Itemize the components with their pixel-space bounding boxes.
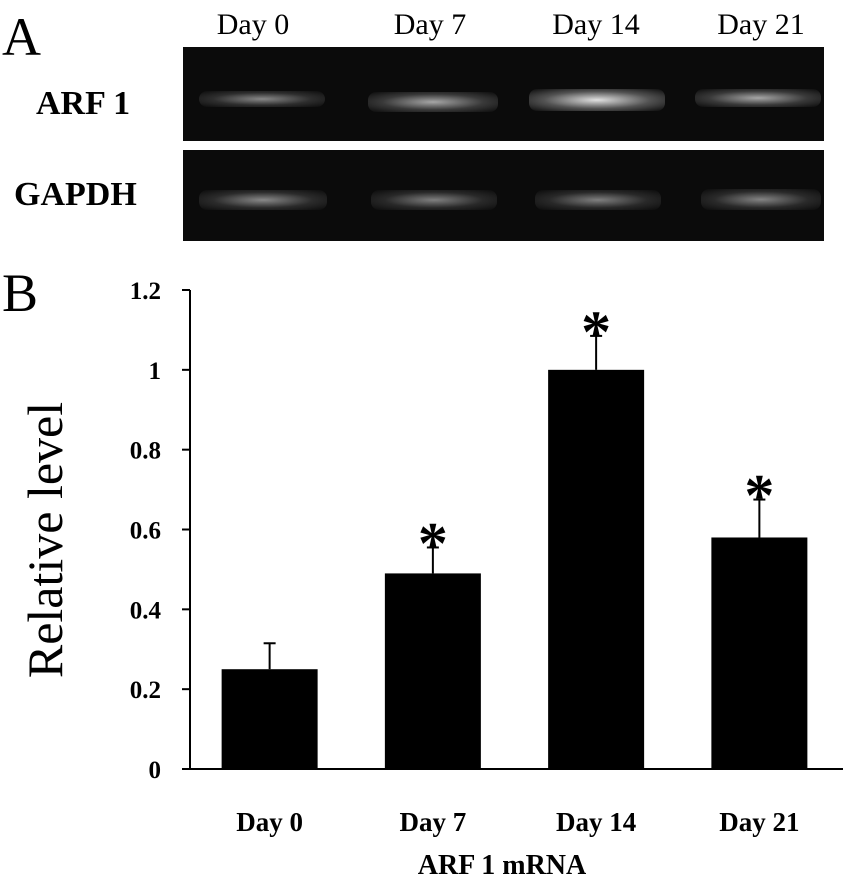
chart-labels: 0 0.2 0.4 0.6 0.8 1 1.2 Day 0 * Day 7 * Day 14 * Day …: [17, 278, 800, 879]
y-tick-label: 1: [149, 358, 162, 385]
gel-band: [529, 89, 665, 111]
gene-label-gapdh: GAPDH: [14, 176, 137, 213]
x-category-label: Day 21: [719, 807, 799, 837]
gel-band: [368, 92, 498, 112]
y-tick-label: 0.6: [130, 518, 161, 545]
significance-marker: *: [581, 299, 611, 365]
lane-label-day-21: Day 21: [717, 8, 805, 41]
x-category-label: Day 14: [556, 807, 636, 837]
gel-band: [535, 190, 661, 210]
significance-marker: *: [418, 510, 448, 576]
bar-1: [384, 573, 481, 769]
y-tick-label: 0: [149, 757, 162, 784]
x-axis-title: ARF 1 mRNA: [418, 850, 587, 879]
gel-band: [701, 189, 821, 210]
y-tick-label: 0.4: [130, 597, 162, 624]
gene-label-arf1: ARF 1: [36, 85, 131, 122]
bar-3: [711, 537, 808, 769]
x-category-label: Day 7: [400, 807, 467, 837]
y-tick-label: 0.2: [130, 677, 161, 704]
chart-bars: [221, 334, 808, 769]
bar-2: [548, 369, 645, 769]
gel-band: [371, 190, 497, 210]
gel-band: [199, 91, 325, 107]
x-category-label: Day 0: [236, 807, 303, 837]
y-tick-label: 0.8: [130, 438, 161, 465]
gel-band: [695, 89, 821, 107]
lane-label-day-14: Day 14: [552, 8, 640, 41]
gel-image-arf1: [183, 47, 824, 141]
panel-a-letter: A: [2, 7, 41, 67]
gel-band: [199, 190, 327, 210]
bar-0: [221, 669, 318, 769]
gel-image-gapdh: [183, 150, 824, 241]
y-tick-label: 1.2: [130, 278, 161, 305]
lane-label-day-7: Day 7: [393, 8, 467, 41]
panel-b-letter: B: [2, 263, 39, 323]
lane-label-day-0: Day 0: [216, 8, 290, 41]
significance-marker: *: [744, 463, 774, 529]
y-axis-title: Relative level: [17, 402, 73, 678]
